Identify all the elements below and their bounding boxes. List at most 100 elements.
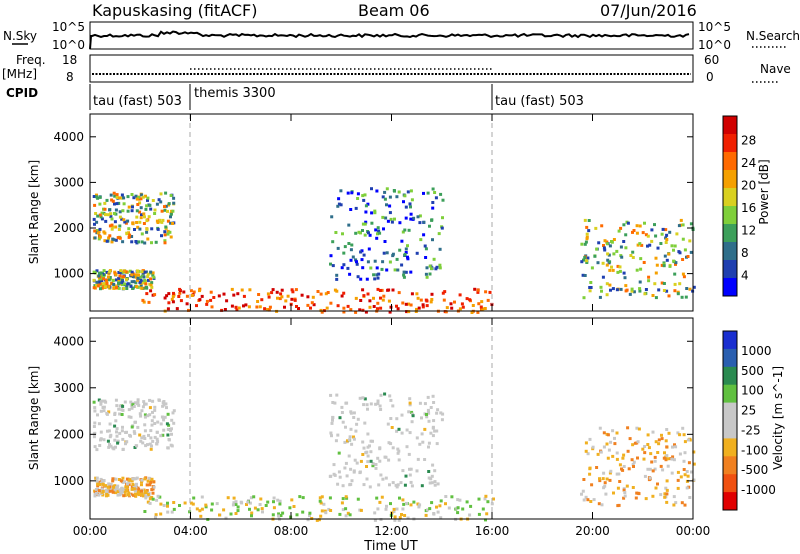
echo-cell bbox=[140, 436, 144, 440]
echo-cell bbox=[225, 299, 229, 303]
echo-cell bbox=[107, 285, 111, 289]
echo-cell bbox=[637, 492, 641, 496]
echo-cell bbox=[432, 419, 436, 423]
echo-cell bbox=[659, 493, 663, 497]
echo-cell bbox=[400, 413, 404, 417]
echo-cell bbox=[144, 207, 148, 211]
echo-cell bbox=[612, 491, 615, 495]
echo-cell bbox=[134, 494, 138, 498]
echo-cell bbox=[346, 304, 350, 308]
echo-cell bbox=[659, 242, 663, 245]
echo-cell bbox=[99, 271, 103, 275]
echo-cell bbox=[160, 209, 164, 213]
echo-cell bbox=[354, 206, 358, 210]
echo-cell bbox=[665, 233, 669, 237]
echo-cell bbox=[395, 429, 399, 433]
echo-cell bbox=[112, 191, 116, 195]
echo-cell bbox=[341, 232, 344, 236]
echo-cell bbox=[644, 288, 648, 291]
echo-cell bbox=[132, 196, 136, 200]
echo-cell bbox=[387, 458, 391, 462]
echo-cell bbox=[100, 217, 104, 221]
echo-cell bbox=[361, 229, 364, 232]
echo-cell bbox=[346, 266, 350, 270]
echo-cell bbox=[115, 196, 119, 199]
echo-cell bbox=[246, 500, 250, 504]
echo-cell bbox=[268, 305, 272, 309]
echo-cell bbox=[673, 289, 677, 293]
echo-cell bbox=[101, 479, 105, 483]
echo-cell bbox=[369, 459, 373, 463]
echo-cell bbox=[397, 518, 401, 522]
echo-cell bbox=[98, 282, 102, 286]
colorbar-tick-label: 12 bbox=[741, 224, 756, 238]
x-tick-label: 00:00 bbox=[676, 524, 711, 538]
echo-cell bbox=[306, 295, 310, 299]
echo-cell bbox=[670, 244, 674, 248]
echo-cell bbox=[378, 289, 382, 292]
echo-cell bbox=[136, 276, 140, 280]
echo-cell bbox=[149, 283, 153, 287]
echo-cell bbox=[458, 293, 462, 297]
echo-cell bbox=[150, 227, 154, 231]
echo-cell bbox=[120, 193, 124, 197]
echo-cell bbox=[586, 498, 590, 502]
echo-cell bbox=[430, 481, 434, 485]
echo-cell bbox=[151, 487, 155, 491]
echo-cell bbox=[148, 497, 152, 501]
echo-cell bbox=[350, 191, 354, 195]
echo-cell bbox=[605, 240, 609, 244]
cpid-segment-2: themis 3300 bbox=[194, 86, 276, 101]
echo-cell bbox=[167, 301, 171, 305]
echo-cell bbox=[143, 510, 147, 513]
echo-cell bbox=[337, 202, 341, 206]
echo-cell bbox=[654, 440, 658, 444]
echo-cell bbox=[583, 256, 587, 260]
echo-cell bbox=[368, 444, 371, 448]
echo-cell bbox=[185, 294, 189, 298]
echo-cell bbox=[663, 451, 666, 455]
echo-cell bbox=[580, 242, 584, 246]
echo-cell bbox=[146, 443, 149, 447]
echo-cell bbox=[409, 217, 413, 221]
echo-cell bbox=[611, 287, 615, 291]
echo-cell bbox=[195, 304, 198, 308]
echo-cell bbox=[126, 195, 130, 199]
echo-cell bbox=[362, 294, 366, 298]
echo-cell bbox=[366, 432, 370, 436]
x-tick-label: 12:00 bbox=[374, 524, 409, 538]
echo-cell bbox=[372, 296, 375, 300]
echo-cell bbox=[161, 404, 165, 408]
echo-cell bbox=[169, 221, 173, 225]
freq-label: Freq. bbox=[16, 53, 46, 67]
echo-cell bbox=[109, 487, 113, 491]
echo-cell bbox=[662, 456, 666, 460]
echo-cell bbox=[431, 425, 435, 429]
echo-cell bbox=[155, 430, 159, 434]
echo-cell bbox=[395, 417, 399, 421]
echo-cell bbox=[104, 213, 107, 217]
echo-cell bbox=[106, 429, 109, 433]
echo-cell bbox=[349, 248, 353, 252]
echo-cell bbox=[468, 298, 472, 302]
echo-cell bbox=[356, 417, 360, 421]
echo-cell bbox=[337, 197, 341, 201]
echo-cell bbox=[148, 406, 152, 410]
echo-cell bbox=[344, 514, 348, 518]
echo-cell bbox=[396, 447, 400, 451]
echo-cell bbox=[374, 466, 378, 470]
colorbar-swatch bbox=[723, 348, 737, 368]
echo-cell bbox=[596, 452, 600, 456]
echo-cell bbox=[205, 299, 209, 303]
echo-cell bbox=[662, 262, 666, 266]
echo-cell bbox=[108, 443, 111, 446]
x-tick-label: 04:00 bbox=[173, 524, 208, 538]
echo-cell bbox=[415, 436, 419, 440]
echo-cell bbox=[104, 488, 108, 492]
echo-cell bbox=[115, 430, 118, 434]
echo-cell bbox=[644, 233, 648, 237]
echo-cell bbox=[424, 272, 428, 276]
echo-cell bbox=[599, 450, 603, 454]
y-tick-label: 4000 bbox=[53, 130, 84, 144]
echo-cell bbox=[662, 282, 666, 285]
